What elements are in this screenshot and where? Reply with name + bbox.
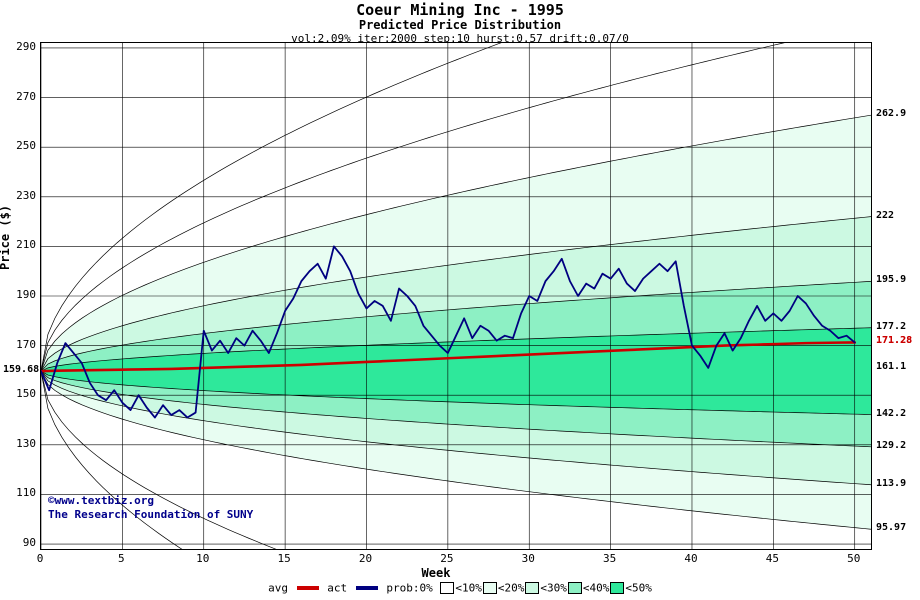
legend-band-label: <50% — [625, 581, 652, 595]
y-axis-tick: 170 — [16, 337, 36, 351]
legend-band-swatch — [525, 582, 540, 595]
legend-act-swatch — [355, 586, 378, 590]
y-axis-tick: 150 — [16, 387, 36, 401]
legend-band-swatch — [610, 582, 625, 595]
plot-canvas — [40, 42, 872, 550]
x-axis-tick: 25 — [440, 552, 454, 565]
legend-band-swatch — [482, 582, 497, 595]
chart-legend: avg act prob:0% <10% <20% <30% <40% <50% — [0, 581, 920, 595]
right-axis-label: 129.2 — [876, 439, 907, 451]
right-axis-label: 171.28 — [876, 335, 913, 347]
x-axis-tick: 0 — [36, 552, 44, 565]
chart-title: Coeur Mining Inc - 1995 — [356, 1, 564, 19]
y-axis-tick: 210 — [16, 238, 36, 252]
x-axis-tick: 20 — [358, 552, 373, 565]
start-price-label: 159.68 — [3, 364, 40, 376]
y-axis-tick: 130 — [16, 436, 36, 450]
y-axis-tick: 270 — [16, 89, 36, 103]
x-axis-tick: 35 — [602, 552, 617, 565]
chart-subtitle: Predicted Price Distribution — [358, 18, 562, 32]
legend-band-swatch — [440, 582, 455, 595]
right-axis-label: 177.2 — [876, 320, 907, 332]
legend-prob-label: prob:0% — [386, 581, 433, 595]
x-axis-tick: 30 — [521, 552, 535, 565]
x-axis-title: Week — [421, 566, 451, 580]
chart-parameters: vol:2.09% iter:2000 step:10 hurst:0.57 d… — [291, 32, 629, 45]
y-axis-tick: 290 — [16, 39, 36, 53]
legend-avg-label: avg — [268, 581, 288, 595]
right-axis-label: 161.1 — [876, 360, 907, 372]
x-axis-tick: 50 — [847, 552, 861, 565]
right-axis-label: 262.9 — [876, 108, 907, 120]
right-axis-label: 195.9 — [876, 274, 907, 286]
y-axis-tick: 110 — [16, 486, 36, 500]
legend-act-label: act — [327, 581, 348, 595]
legend-band-label: <10% — [455, 581, 482, 595]
legend-band-label: <30% — [540, 581, 567, 595]
x-axis-tick: 40 — [684, 552, 698, 565]
y-axis-tick: 230 — [16, 188, 36, 202]
end-price-label: 171.28 — [876, 335, 913, 347]
right-axis-label: 222 — [876, 209, 895, 221]
y-axis-tick: 190 — [16, 288, 36, 301]
legend-band-keys: <10% <20% <30% <40% <50% — [439, 581, 652, 595]
right-axis-label: 113.9 — [876, 477, 907, 489]
x-axis-tick: 15 — [277, 552, 291, 565]
x-axis-tick: 5 — [118, 552, 125, 565]
right-axis-label: 142.2 — [876, 407, 907, 419]
y-axis-tick: 90 — [22, 536, 36, 550]
chart-svg — [41, 43, 871, 549]
right-axis-label: 95.97 — [876, 522, 907, 534]
credit-foundation: The Research Foundation of SUNY — [48, 508, 254, 521]
plot-area — [40, 42, 872, 550]
legend-band-label: <40% — [582, 581, 610, 595]
legend-avg-swatch — [296, 586, 319, 590]
y-axis-tick: 250 — [16, 139, 36, 153]
legend-band-swatch — [567, 582, 582, 595]
credit-website: ©www.textbiz.org — [48, 494, 154, 507]
x-axis-tick: 10 — [196, 552, 210, 565]
x-axis-tick: 45 — [765, 552, 779, 565]
legend-band-label: <20% — [497, 581, 525, 595]
